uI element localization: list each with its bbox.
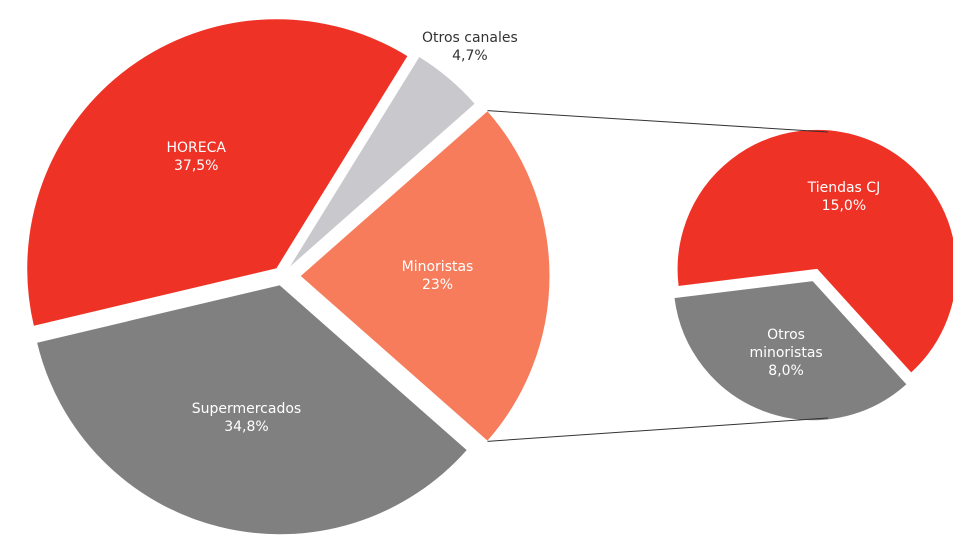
- category-label: Otros minoristas: [749, 326, 823, 361]
- value-label: 8,0%: [768, 362, 804, 379]
- connector-line: [487, 417, 829, 442]
- value-label: 15,0%: [821, 198, 867, 215]
- value-label: 23%: [421, 277, 454, 293]
- value-label: 4,7%: [452, 48, 488, 65]
- pie-slice: [35, 284, 469, 536]
- slice-label: Supermercados 34,8%: [181, 400, 311, 436]
- pie-slice: [299, 109, 551, 443]
- slice-label: Minoristas 23%: [373, 258, 503, 294]
- pie-slice: [287, 55, 477, 270]
- category-label: Otros canales: [422, 30, 518, 47]
- value-label: 37,5%: [174, 158, 219, 175]
- value-label: 34,8%: [224, 419, 269, 436]
- slice-label: HORECA 37,5%: [131, 139, 261, 175]
- category-label: Tiendas CJ: [807, 180, 881, 197]
- category-label: Minoristas: [401, 259, 474, 275]
- category-label: HORECA: [166, 140, 226, 157]
- connector-line: [487, 110, 829, 133]
- slice-label: Otros canales 4,7%: [405, 29, 535, 65]
- category-label: Supermercados: [191, 401, 302, 418]
- sub-pie-slice: [673, 280, 908, 422]
- slice-label: Otros minoristas 8,0%: [741, 326, 831, 380]
- slice-label: Tiendas CJ 15,0%: [799, 179, 889, 215]
- pie-slice: [26, 18, 409, 327]
